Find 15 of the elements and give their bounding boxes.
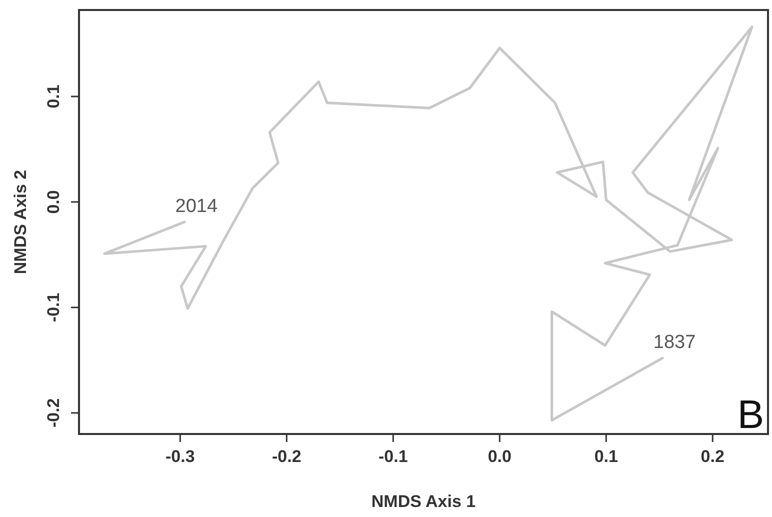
y-tick-label: -0.2	[44, 398, 63, 428]
x-axis-title: NMDS Axis 1	[371, 492, 476, 511]
x-tick-label: 0.2	[700, 447, 724, 466]
x-tick-label: -0.1	[378, 447, 408, 466]
annotation: 2014	[175, 196, 218, 217]
y-tick-label: 0.0	[44, 190, 63, 214]
y-axis-title: NMDS Axis 2	[11, 170, 30, 274]
x-tick-label: 0.0	[488, 447, 512, 466]
x-tick-label: 0.1	[594, 447, 618, 466]
x-tick-label: -0.2	[272, 447, 302, 466]
y-tick-label: -0.1	[44, 292, 63, 322]
annotation: B	[737, 393, 764, 437]
annotation: 1837	[653, 332, 696, 354]
x-tick-label: -0.3	[166, 447, 195, 466]
y-tick-label: 0.1	[44, 84, 63, 108]
